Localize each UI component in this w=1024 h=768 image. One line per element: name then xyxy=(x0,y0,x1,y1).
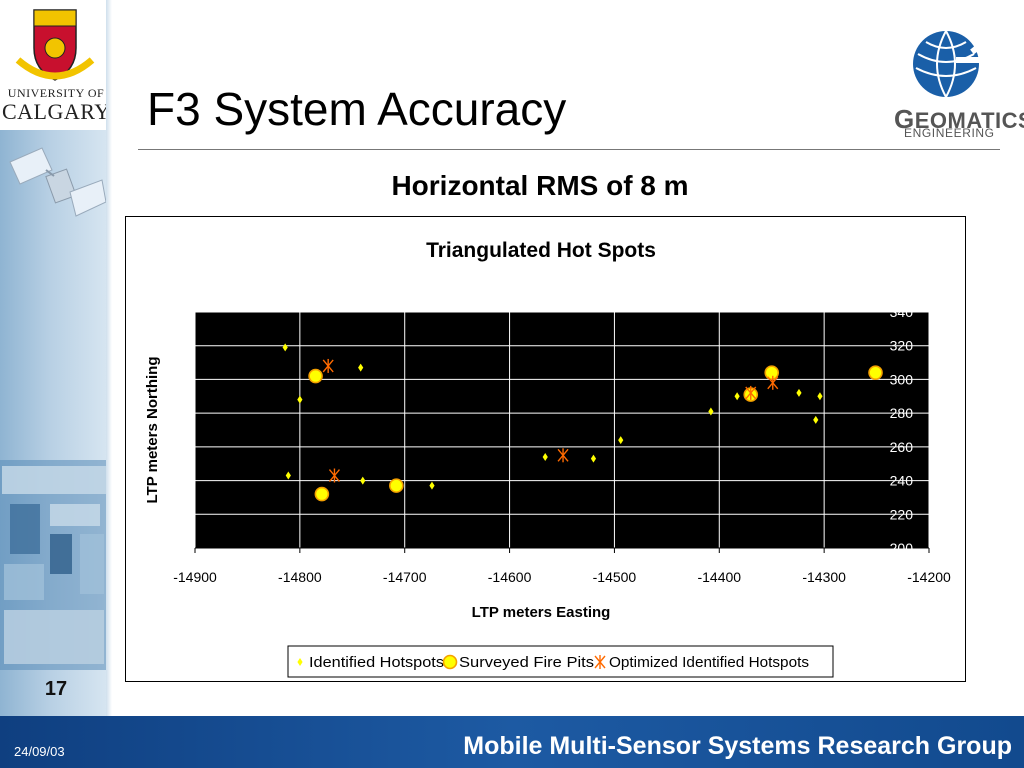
y-tick-label: 320 xyxy=(890,338,914,354)
geomatics-logo-text: GEOMATICS xyxy=(894,104,1024,135)
legend-swatch-circle xyxy=(442,654,458,670)
x-tick-label: -14200 xyxy=(907,569,951,585)
series-circle xyxy=(308,365,883,502)
identified-hotspot-point xyxy=(817,392,823,401)
surveyed-fire-pit-point xyxy=(764,365,780,380)
identified-hotspot-point xyxy=(542,452,548,461)
footer-bar: 24/09/03 Mobile Multi-Sensor Systems Res… xyxy=(0,716,1024,768)
slide-subtitle: Horizontal RMS of 8 m xyxy=(391,170,689,201)
identified-hotspot-point xyxy=(708,407,714,416)
y-axis-ticks: 200 220 240 260 280 300 320 340 xyxy=(890,304,914,556)
legend-box xyxy=(287,645,834,678)
sidebar-decoration: UNIVERSITY OF CALGARY 17 xyxy=(0,0,112,716)
x-tick-label: -14900 xyxy=(173,569,217,585)
x-tick-label: -14400 xyxy=(697,569,741,585)
x-tick-label: -14300 xyxy=(802,569,846,585)
geomatics-subtitle: ENGINEERING xyxy=(904,126,995,140)
surveyed-fire-pit-point xyxy=(389,478,404,493)
surveyed-fire-pit-point xyxy=(314,486,330,502)
y-tick-label: 280 xyxy=(890,405,914,421)
geomatics-rest: EOMATICS xyxy=(914,108,1024,133)
legend-swatch-diamond xyxy=(297,658,303,666)
y-tick-label: 240 xyxy=(890,473,914,489)
geomatics-initial: G xyxy=(894,104,915,134)
legend-label: Identified Hotspots xyxy=(309,655,444,671)
x-axis-ticks: -14900 -14800 -14700 -14600 -14500 -14400 -143… xyxy=(173,547,951,585)
x-tick-label: -14700 xyxy=(383,569,427,585)
identified-hotspot-point xyxy=(429,481,435,490)
surveyed-fire-pit-point xyxy=(308,368,323,384)
y-axis-label: LTP meters Northing xyxy=(144,357,161,504)
y-tick-label: 200 xyxy=(890,540,914,556)
optimized-hotspot-point xyxy=(328,468,340,483)
identified-hotspot-point xyxy=(813,415,819,424)
identified-hotspot-point xyxy=(796,388,802,397)
y-tick-label: 300 xyxy=(890,371,914,387)
identified-hotspot-point xyxy=(590,454,597,463)
footer-group-name: Mobile Multi-Sensor Systems Research Gro… xyxy=(463,732,1012,760)
x-tick-label: -14600 xyxy=(488,569,532,585)
footer-date: 24/09/03 xyxy=(14,744,65,759)
university-name-line2: CALGARY xyxy=(2,99,111,124)
series-asterisk xyxy=(322,358,779,483)
legend-swatch-asterisk xyxy=(594,655,606,669)
legend-label: Optimized Identified Hotspots xyxy=(609,655,809,671)
sidebar-edge xyxy=(106,0,112,716)
optimized-hotspot-point xyxy=(767,375,779,390)
plot-area xyxy=(195,312,929,548)
x-tick-label: -14800 xyxy=(278,569,322,585)
slide-title: F3 System Accuracy xyxy=(147,83,567,135)
x-tick-label: -14500 xyxy=(593,569,637,585)
page-number: 17 xyxy=(44,678,68,700)
identified-hotspot-point xyxy=(734,392,740,401)
university-logo: UNIVERSITY OF CALGARY xyxy=(0,0,112,130)
satellite-icon xyxy=(9,147,107,217)
title-divider xyxy=(138,149,1000,150)
geomatics-globe-icon xyxy=(913,30,985,98)
optimized-hotspot-point xyxy=(557,448,569,463)
y-tick-label: 260 xyxy=(890,439,914,455)
scatter-chart: Triangulated Hot Spots -14900 -14800 -1470… xyxy=(125,216,966,682)
y-tick-label: 340 xyxy=(890,304,914,320)
x-axis-label: LTP meters Easting xyxy=(472,604,611,621)
y-tick-label: 220 xyxy=(890,506,914,522)
surveyed-fire-pit-point xyxy=(868,365,883,380)
circuit-board-decoration xyxy=(0,460,112,670)
chart-title: Triangulated Hot Spots xyxy=(426,239,656,262)
identified-hotspot-point xyxy=(360,476,366,485)
optimized-hotspot-point xyxy=(322,358,334,373)
identified-hotspot-point xyxy=(618,436,624,445)
university-name-line1: UNIVERSITY OF xyxy=(7,86,105,100)
legend-label: Surveyed Fire Pits xyxy=(459,655,594,671)
optimized-hotspot-point xyxy=(745,385,757,400)
legend: Identified Hotspots Surveyed Fire Pits Opt… xyxy=(287,645,834,678)
